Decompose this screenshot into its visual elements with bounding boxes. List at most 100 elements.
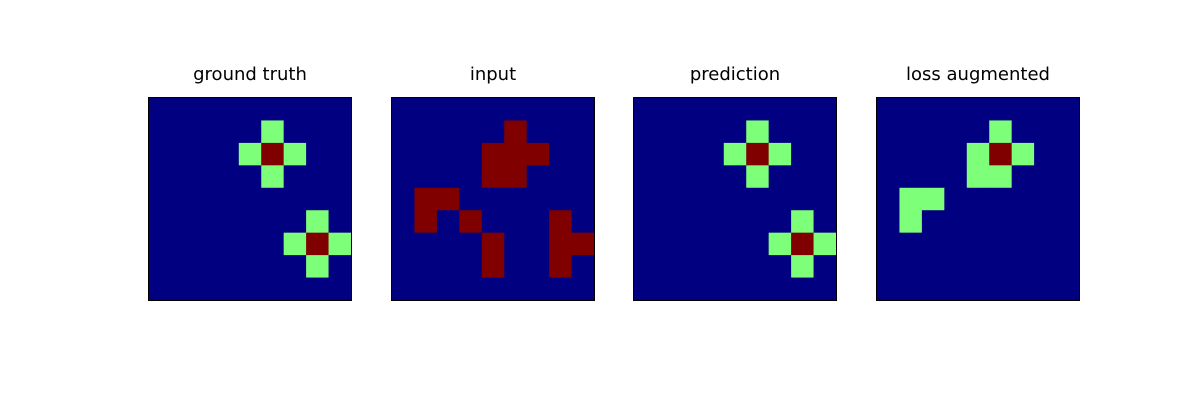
heatmap-cell xyxy=(261,210,285,234)
heatmap-cell xyxy=(571,142,595,166)
heatmap-cell xyxy=(1011,165,1035,189)
heatmap-cell xyxy=(723,120,747,144)
panel-ground-truth: ground truth xyxy=(148,60,352,301)
heatmap-cell xyxy=(656,277,680,301)
heatmap-cell xyxy=(436,277,460,301)
heatmap-cell xyxy=(634,187,658,211)
heatmap-cell xyxy=(193,165,217,189)
heatmap-cell xyxy=(149,232,173,256)
heatmap-cell xyxy=(306,255,330,279)
heatmap-cell xyxy=(481,232,505,256)
heatmap-loss-augmented xyxy=(876,97,1080,301)
heatmap-cell xyxy=(1056,187,1080,211)
heatmap-cell xyxy=(899,142,923,166)
heatmap-cell xyxy=(149,255,173,279)
heatmap-cell xyxy=(791,120,815,144)
heatmap-cell xyxy=(768,98,792,122)
heatmap-cell xyxy=(193,277,217,301)
heatmap-cell xyxy=(549,120,573,144)
heatmap-cell xyxy=(768,232,792,256)
heatmap-cell xyxy=(656,98,680,122)
heatmap-cell xyxy=(216,142,240,166)
heatmap-cell xyxy=(656,165,680,189)
heatmap-cell xyxy=(171,187,195,211)
panel-prediction: prediction xyxy=(633,60,837,301)
heatmap-cell xyxy=(1056,165,1080,189)
heatmap-cell xyxy=(571,255,595,279)
heatmap-cell xyxy=(328,277,352,301)
heatmap-cell xyxy=(261,142,285,166)
heatmap-cell xyxy=(813,210,837,234)
heatmap-cell xyxy=(921,277,945,301)
heatmap-cell xyxy=(459,210,483,234)
heatmap-cell xyxy=(283,98,307,122)
heatmap-cell xyxy=(283,232,307,256)
heatmap-cell xyxy=(791,277,815,301)
heatmap-cell xyxy=(678,165,702,189)
heatmap-cell xyxy=(261,187,285,211)
heatmap-cell xyxy=(149,120,173,144)
heatmap-cell xyxy=(723,277,747,301)
heatmap-input xyxy=(391,97,595,301)
heatmap-cell xyxy=(656,210,680,234)
heatmap-cell xyxy=(193,255,217,279)
heatmap-cell xyxy=(328,120,352,144)
heatmap-cell xyxy=(634,142,658,166)
heatmap-cell xyxy=(459,98,483,122)
heatmap-cell xyxy=(193,210,217,234)
heatmap-cell xyxy=(549,232,573,256)
heatmap-cell xyxy=(656,232,680,256)
heatmap-cell xyxy=(328,255,352,279)
heatmap-cell xyxy=(1056,98,1080,122)
heatmap-cell xyxy=(392,142,416,166)
heatmap-cell xyxy=(1034,255,1058,279)
heatmap-cell xyxy=(791,255,815,279)
heatmap-cell xyxy=(944,165,968,189)
heatmap-cell xyxy=(791,210,815,234)
heatmap-cell xyxy=(238,187,262,211)
heatmap-cell xyxy=(549,255,573,279)
heatmap-cell xyxy=(877,165,901,189)
heatmap-cell xyxy=(193,120,217,144)
heatmap-cell xyxy=(989,232,1013,256)
heatmap-cell xyxy=(526,98,550,122)
heatmap-cell xyxy=(414,120,438,144)
heatmap-cell xyxy=(481,142,505,166)
heatmap-cell xyxy=(459,187,483,211)
heatmap-cell xyxy=(171,142,195,166)
heatmap-cell xyxy=(392,232,416,256)
heatmap-cell xyxy=(283,210,307,234)
heatmap-cell xyxy=(414,187,438,211)
heatmap-cell xyxy=(723,165,747,189)
heatmap-cell xyxy=(944,255,968,279)
heatmap-cell xyxy=(678,120,702,144)
heatmap-cell xyxy=(678,277,702,301)
heatmap-cell xyxy=(526,142,550,166)
heatmap-cell xyxy=(571,210,595,234)
heatmap-cell xyxy=(549,142,573,166)
heatmap-cell xyxy=(306,142,330,166)
heatmap-cell xyxy=(813,142,837,166)
heatmap-cell xyxy=(392,120,416,144)
heatmap-cell xyxy=(306,277,330,301)
heatmap-cell xyxy=(1011,187,1035,211)
heatmap-cell xyxy=(504,277,528,301)
heatmap-cell xyxy=(459,120,483,144)
heatmap-cell xyxy=(261,120,285,144)
heatmap-cell xyxy=(944,232,968,256)
heatmap-cell xyxy=(216,98,240,122)
heatmap-cell xyxy=(481,277,505,301)
heatmap-cell xyxy=(481,210,505,234)
heatmap-cell xyxy=(768,120,792,144)
heatmap-cell xyxy=(701,210,725,234)
heatmap-cell xyxy=(944,98,968,122)
heatmap-cell xyxy=(723,98,747,122)
heatmap-cell xyxy=(1056,120,1080,144)
heatmap-cell xyxy=(306,187,330,211)
heatmap-cell xyxy=(283,165,307,189)
heatmap-cell xyxy=(966,210,990,234)
heatmap-cell xyxy=(921,232,945,256)
heatmap-cell xyxy=(989,277,1013,301)
panel-loss-augmented: loss augmented xyxy=(876,60,1080,301)
heatmap-cell xyxy=(899,210,923,234)
